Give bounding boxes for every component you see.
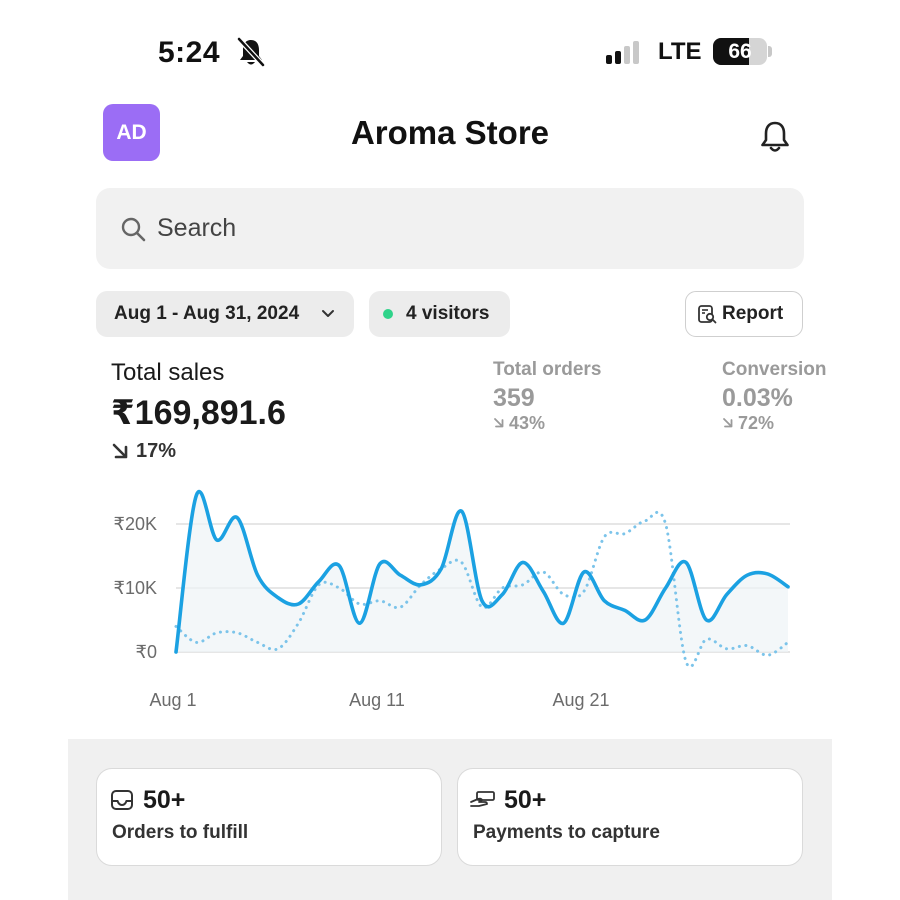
sales-area — [176, 491, 788, 652]
sales-chart: ₹0 ₹10K ₹20K Aug 1 Aug 11 Aug 21 — [114, 490, 790, 710]
report-button-label: Report — [722, 303, 784, 324]
battery-tip — [768, 46, 772, 57]
x-tick-label: Aug 1 — [149, 690, 196, 710]
bell-icon[interactable] — [756, 118, 794, 156]
chevron-down-icon — [322, 310, 334, 317]
conversion-change: 72% — [738, 413, 775, 433]
y-tick-label: ₹0 — [136, 642, 157, 662]
network-type: LTE — [658, 38, 702, 65]
x-tick-label: Aug 21 — [552, 690, 609, 710]
report-search-icon — [698, 305, 717, 324]
total-orders-change: 43% — [509, 413, 546, 433]
sales-series-line — [174, 490, 790, 654]
signal-bars-icon — [606, 40, 639, 64]
x-tick-label: Aug 11 — [349, 690, 405, 710]
search-input[interactable] — [96, 188, 804, 269]
conversion-title: Conversion — [722, 359, 827, 380]
y-tick-label: ₹10K — [114, 578, 157, 598]
search-placeholder: Search — [157, 214, 237, 242]
page-title: Aroma Store — [350, 114, 550, 151]
battery-icon: 66 — [713, 38, 767, 65]
total-orders-title: Total orders — [493, 359, 602, 380]
avatar[interactable]: AD — [103, 104, 160, 161]
conversion-value: 0.03% — [722, 384, 793, 412]
live-dot-icon — [383, 309, 393, 319]
date-range-picker[interactable] — [96, 291, 354, 337]
payments-to-capture-count: 50+ — [504, 786, 547, 814]
orders-to-fulfill-card[interactable] — [96, 768, 442, 866]
payments-to-capture-label: Payments to capture — [473, 822, 660, 843]
hand-card-icon — [470, 791, 495, 807]
report-button[interactable] — [685, 291, 803, 337]
battery-percent: 66 — [728, 40, 752, 63]
orders-to-fulfill-label: Orders to fulfill — [112, 822, 249, 843]
date-range-label: Aug 1 - Aug 31, 2024 — [114, 303, 300, 324]
visitors-label: 4 visitors — [406, 303, 490, 324]
arrow-down-right-icon — [494, 418, 504, 428]
arrow-down-right-icon — [723, 418, 733, 428]
total-sales-change: 17% — [136, 440, 177, 462]
bell-slash-icon — [236, 36, 266, 68]
total-orders-value: 359 — [493, 384, 535, 412]
arrow-down-right-icon — [112, 443, 128, 459]
payments-to-capture-card[interactable] — [457, 768, 803, 866]
inbox-tray-icon — [111, 790, 133, 810]
total-sales-value: ₹169,891.6 — [111, 394, 286, 432]
orders-to-fulfill-count: 50+ — [143, 786, 186, 814]
search-icon — [121, 217, 146, 242]
total-sales-title: Total sales — [111, 359, 225, 386]
status-time: 5:24 — [158, 36, 221, 69]
y-tick-label: ₹20K — [114, 514, 157, 534]
